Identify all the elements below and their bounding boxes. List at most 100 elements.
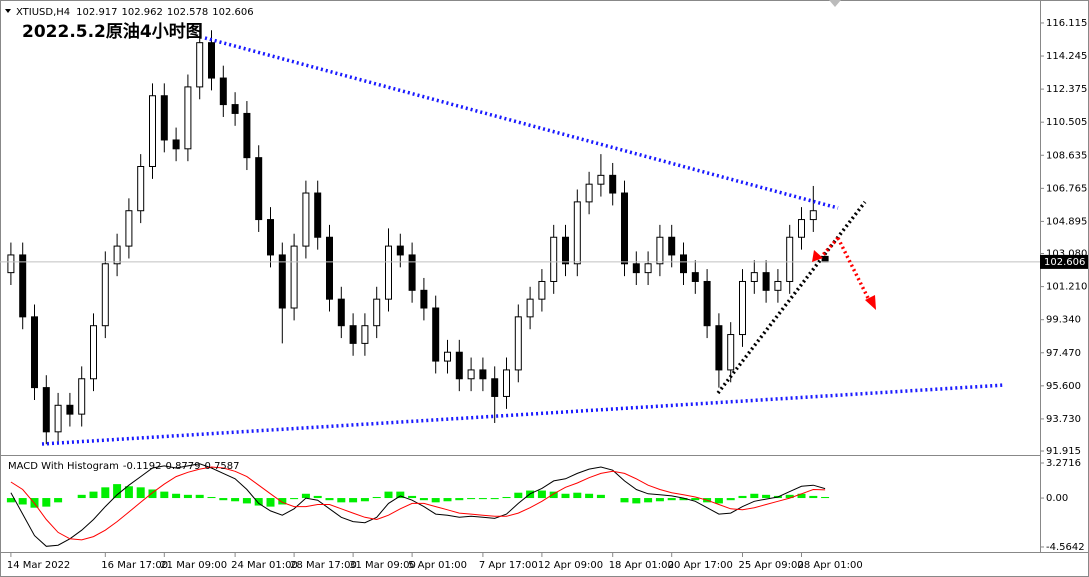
shift-marker [829, 0, 841, 7]
candle-body [255, 157, 263, 221]
candle-body [562, 236, 569, 265]
candle-body [703, 280, 711, 327]
price-label: 102.606 [1044, 257, 1085, 268]
histogram-bar [750, 493, 759, 499]
candle-body [432, 307, 440, 362]
histogram-bar [301, 493, 310, 499]
candle-body [7, 254, 15, 274]
candle-body [278, 254, 286, 309]
candle-body [668, 236, 676, 256]
candle-body [420, 289, 428, 309]
candle-body [444, 351, 451, 362]
candle-body [727, 334, 735, 371]
candle-body [479, 369, 487, 380]
y-tick-label: -4.5642 [1046, 542, 1085, 553]
histogram-bar [561, 493, 570, 499]
x-tick-label: 18 Apr 01:00 [609, 560, 674, 571]
header-value: 102.606 [212, 7, 253, 18]
x-tick-label: 25 Apr 09:00 [739, 560, 804, 571]
header-value: 0.8779 [166, 461, 201, 472]
candle-body [656, 236, 664, 265]
candle-body [396, 245, 404, 256]
histogram-bar [384, 491, 393, 499]
candle-body [680, 254, 687, 274]
histogram-bar [467, 498, 476, 500]
header: XTIUSD,H4 102.917 102.962 102.578 102.606 [16, 7, 254, 18]
histogram-bar [596, 494, 605, 499]
candle-body [219, 77, 227, 106]
candle-body [243, 112, 251, 159]
histogram-bar [644, 498, 653, 503]
histogram-bar [455, 498, 464, 501]
candle-body [101, 263, 109, 327]
candle-body [137, 165, 145, 212]
symbol: XTIUSD,H4 [16, 7, 70, 18]
candle-body [172, 139, 180, 150]
menu-arrow[interactable] [5, 9, 11, 13]
candle-body [573, 201, 581, 265]
trend-line [204, 36, 839, 210]
indicator-line [10, 466, 826, 541]
candle-body [774, 280, 782, 291]
y-tick-label: 95.600 [1046, 381, 1081, 392]
histogram-bar [809, 495, 818, 499]
histogram-bar [172, 493, 181, 499]
candle-body [267, 219, 274, 256]
trend-line [716, 200, 867, 395]
histogram-bar [160, 491, 169, 499]
histogram-bar [89, 491, 98, 499]
x-tick-label: 5 Apr 01:00 [408, 560, 467, 571]
candle-body [739, 280, 746, 336]
x-tick-label: 12 Apr 09:00 [538, 560, 603, 571]
candle-body [798, 219, 805, 238]
header-value: 102.962 [122, 7, 163, 18]
y-tick-label: 112.375 [1046, 84, 1087, 95]
header-value: 102.917 [76, 7, 117, 18]
price-label-box [1040, 254, 1088, 269]
histogram-bar [219, 498, 228, 501]
candle-body [149, 95, 156, 167]
y-tick-label: 93.730 [1046, 414, 1081, 425]
candle-body [809, 210, 817, 221]
y-tick-label: 103.080 [1046, 249, 1087, 260]
histogram-bar [148, 489, 157, 499]
histogram-bar [54, 498, 63, 503]
candle-body [786, 236, 794, 282]
arrow-head [865, 295, 876, 310]
x-tick-label: 7 Apr 17:00 [479, 560, 538, 571]
histogram-bar [136, 487, 145, 499]
histogram-bar [124, 486, 133, 499]
candle-body [609, 174, 617, 194]
histogram-bar [231, 498, 240, 502]
histogram-bar [762, 494, 771, 499]
histogram-bar [278, 498, 287, 505]
candle-body [762, 272, 770, 291]
histogram-bar [738, 495, 747, 499]
y-tick-label: 101.210 [1046, 282, 1087, 293]
histogram-bar [821, 496, 830, 499]
candle-body [66, 404, 74, 415]
candle-body [19, 254, 27, 318]
histogram-bar [195, 494, 204, 499]
histogram-bar [313, 495, 322, 499]
histogram-bar [266, 498, 275, 507]
candle-body [361, 325, 369, 344]
candle-body [290, 245, 298, 309]
candle-body [231, 104, 239, 114]
x-tick-label: 20 Apr 17:00 [668, 560, 733, 571]
histogram-bar [537, 490, 546, 499]
y-tick-label: 97.470 [1046, 348, 1081, 359]
arrow [836, 237, 872, 303]
histogram-bar [349, 498, 358, 503]
candle-body [715, 325, 723, 371]
candle-body [644, 263, 652, 274]
candle-body [326, 236, 333, 300]
header-value: 0.7587 [205, 461, 240, 472]
histogram-bar [18, 498, 27, 505]
histogram-bar [325, 498, 334, 501]
histogram-bar [408, 495, 417, 499]
candle-body [750, 272, 758, 282]
y-tick-label: 110.505 [1046, 117, 1087, 128]
